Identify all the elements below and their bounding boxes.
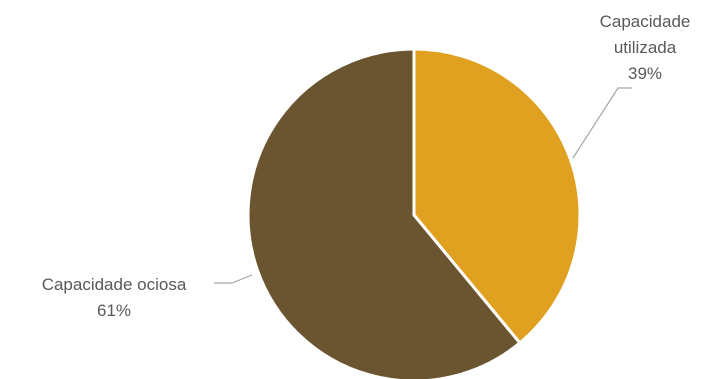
pie-slice-capacidade-utilizada bbox=[412, 47, 582, 345]
slice-label-capacidade-utilizada-line-1: Capacidade bbox=[600, 12, 691, 31]
slice-label-capacidade-ociosa-line-1: Capacidade ociosa bbox=[42, 275, 187, 294]
slice-value-label-capacidade-utilizada: 39% bbox=[628, 64, 662, 83]
slice-label-capacidade-utilizada-line-2: utilizada bbox=[614, 38, 677, 57]
leader-line-capacidade-utilizada bbox=[572, 87, 632, 159]
leader-line-capacidade-ociosa bbox=[214, 274, 253, 284]
slice-value-label-capacidade-ociosa: 61% bbox=[97, 301, 131, 320]
pie-slice-capacidade-ociosa bbox=[246, 47, 522, 379]
